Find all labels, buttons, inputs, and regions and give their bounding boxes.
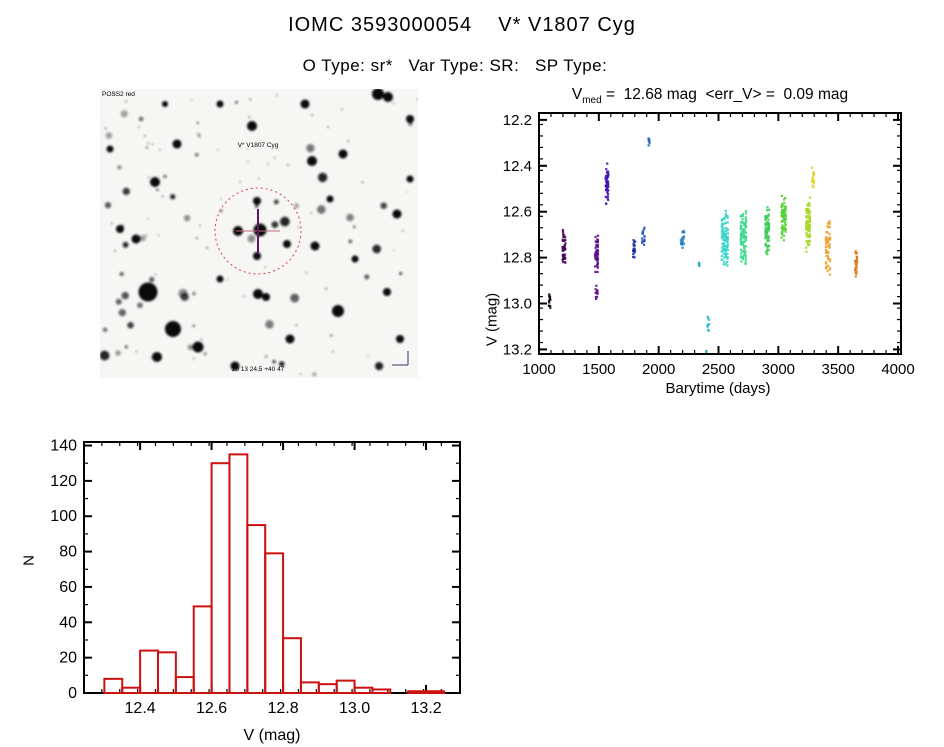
svg-text:13.0: 13.0 bbox=[339, 700, 370, 717]
lightcurve-section: Vmed = 12.68 mag <err_V> = 0.09 mag 1000… bbox=[480, 86, 944, 406]
svg-text:12.4: 12.4 bbox=[503, 158, 532, 175]
svg-text:4000: 4000 bbox=[881, 361, 914, 378]
finder-chart-image: POSS2 red V* V1807 Cyg 20 13 24.5 +40 47 bbox=[99, 88, 419, 378]
svg-text:13.0: 13.0 bbox=[503, 296, 532, 313]
svg-text:12.6: 12.6 bbox=[196, 700, 227, 717]
finder-chart: POSS2 red V* V1807 Cyg 20 13 24.5 +40 47 bbox=[99, 88, 419, 378]
page-title: IOMC 3593000054 V* V1807 Cyg bbox=[288, 14, 636, 36]
finder-target-label: V* V1807 Cyg bbox=[238, 142, 279, 149]
type-subtitle: O Type: sr* Var Type: SR: SP Type: bbox=[302, 56, 608, 75]
svg-text:2000: 2000 bbox=[642, 361, 675, 378]
vmed-subscript: med bbox=[582, 95, 602, 107]
finder-survey-label: POSS2 red bbox=[102, 91, 135, 98]
svg-text:60: 60 bbox=[59, 579, 77, 596]
svg-text:3000: 3000 bbox=[762, 361, 795, 378]
svg-text:1500: 1500 bbox=[582, 361, 615, 378]
svg-text:12.8: 12.8 bbox=[268, 700, 299, 717]
svg-text:12.2: 12.2 bbox=[503, 112, 532, 129]
finder-coord-label: 20 13 24.5 +40 47 bbox=[232, 366, 285, 373]
lightcurve-y-axis-label: V (mag) bbox=[483, 292, 501, 347]
histogram-y-axis-label: N bbox=[20, 555, 38, 566]
svg-text:0: 0 bbox=[68, 685, 77, 702]
svg-text:13.2: 13.2 bbox=[410, 700, 441, 717]
lightcurve-x-axis-label: Barytime (days) bbox=[665, 380, 771, 397]
svg-text:120: 120 bbox=[50, 473, 77, 490]
vmed-symbol: V bbox=[571, 86, 583, 103]
svg-text:100: 100 bbox=[50, 508, 77, 525]
svg-text:1000: 1000 bbox=[522, 361, 555, 378]
svg-text:12.8: 12.8 bbox=[503, 250, 532, 267]
lightcurve-title: Vmed = 12.68 mag <err_V> = 0.09 mag bbox=[480, 86, 940, 106]
svg-text:140: 140 bbox=[50, 438, 77, 455]
svg-text:3500: 3500 bbox=[821, 361, 854, 378]
histogram-section: 12.4 12.6 12.8 13.0 13.2 0 20 40 60 80 100 120 140 N… bbox=[10, 426, 484, 747]
svg-text:40: 40 bbox=[59, 614, 77, 631]
svg-text:80: 80 bbox=[59, 544, 77, 561]
svg-text:12.4: 12.4 bbox=[125, 700, 156, 717]
lightcurve-plot: 1000 1500 2000 2500 3000 3500 4000 12.2 12.4 12.6… bbox=[503, 112, 915, 378]
svg-text:20: 20 bbox=[59, 650, 77, 667]
histogram-x-axis-label: V (mag) bbox=[243, 727, 301, 744]
vmed-value: = 12.68 mag <err_V> = 0.09 mag bbox=[601, 86, 849, 103]
svg-text:2500: 2500 bbox=[702, 361, 735, 378]
svg-text:12.6: 12.6 bbox=[503, 204, 532, 221]
svg-text:13.2: 13.2 bbox=[503, 341, 532, 358]
histogram-plot: 12.4 12.6 12.8 13.0 13.2 0 20 40 60 80 100 120 140 bbox=[50, 438, 461, 717]
